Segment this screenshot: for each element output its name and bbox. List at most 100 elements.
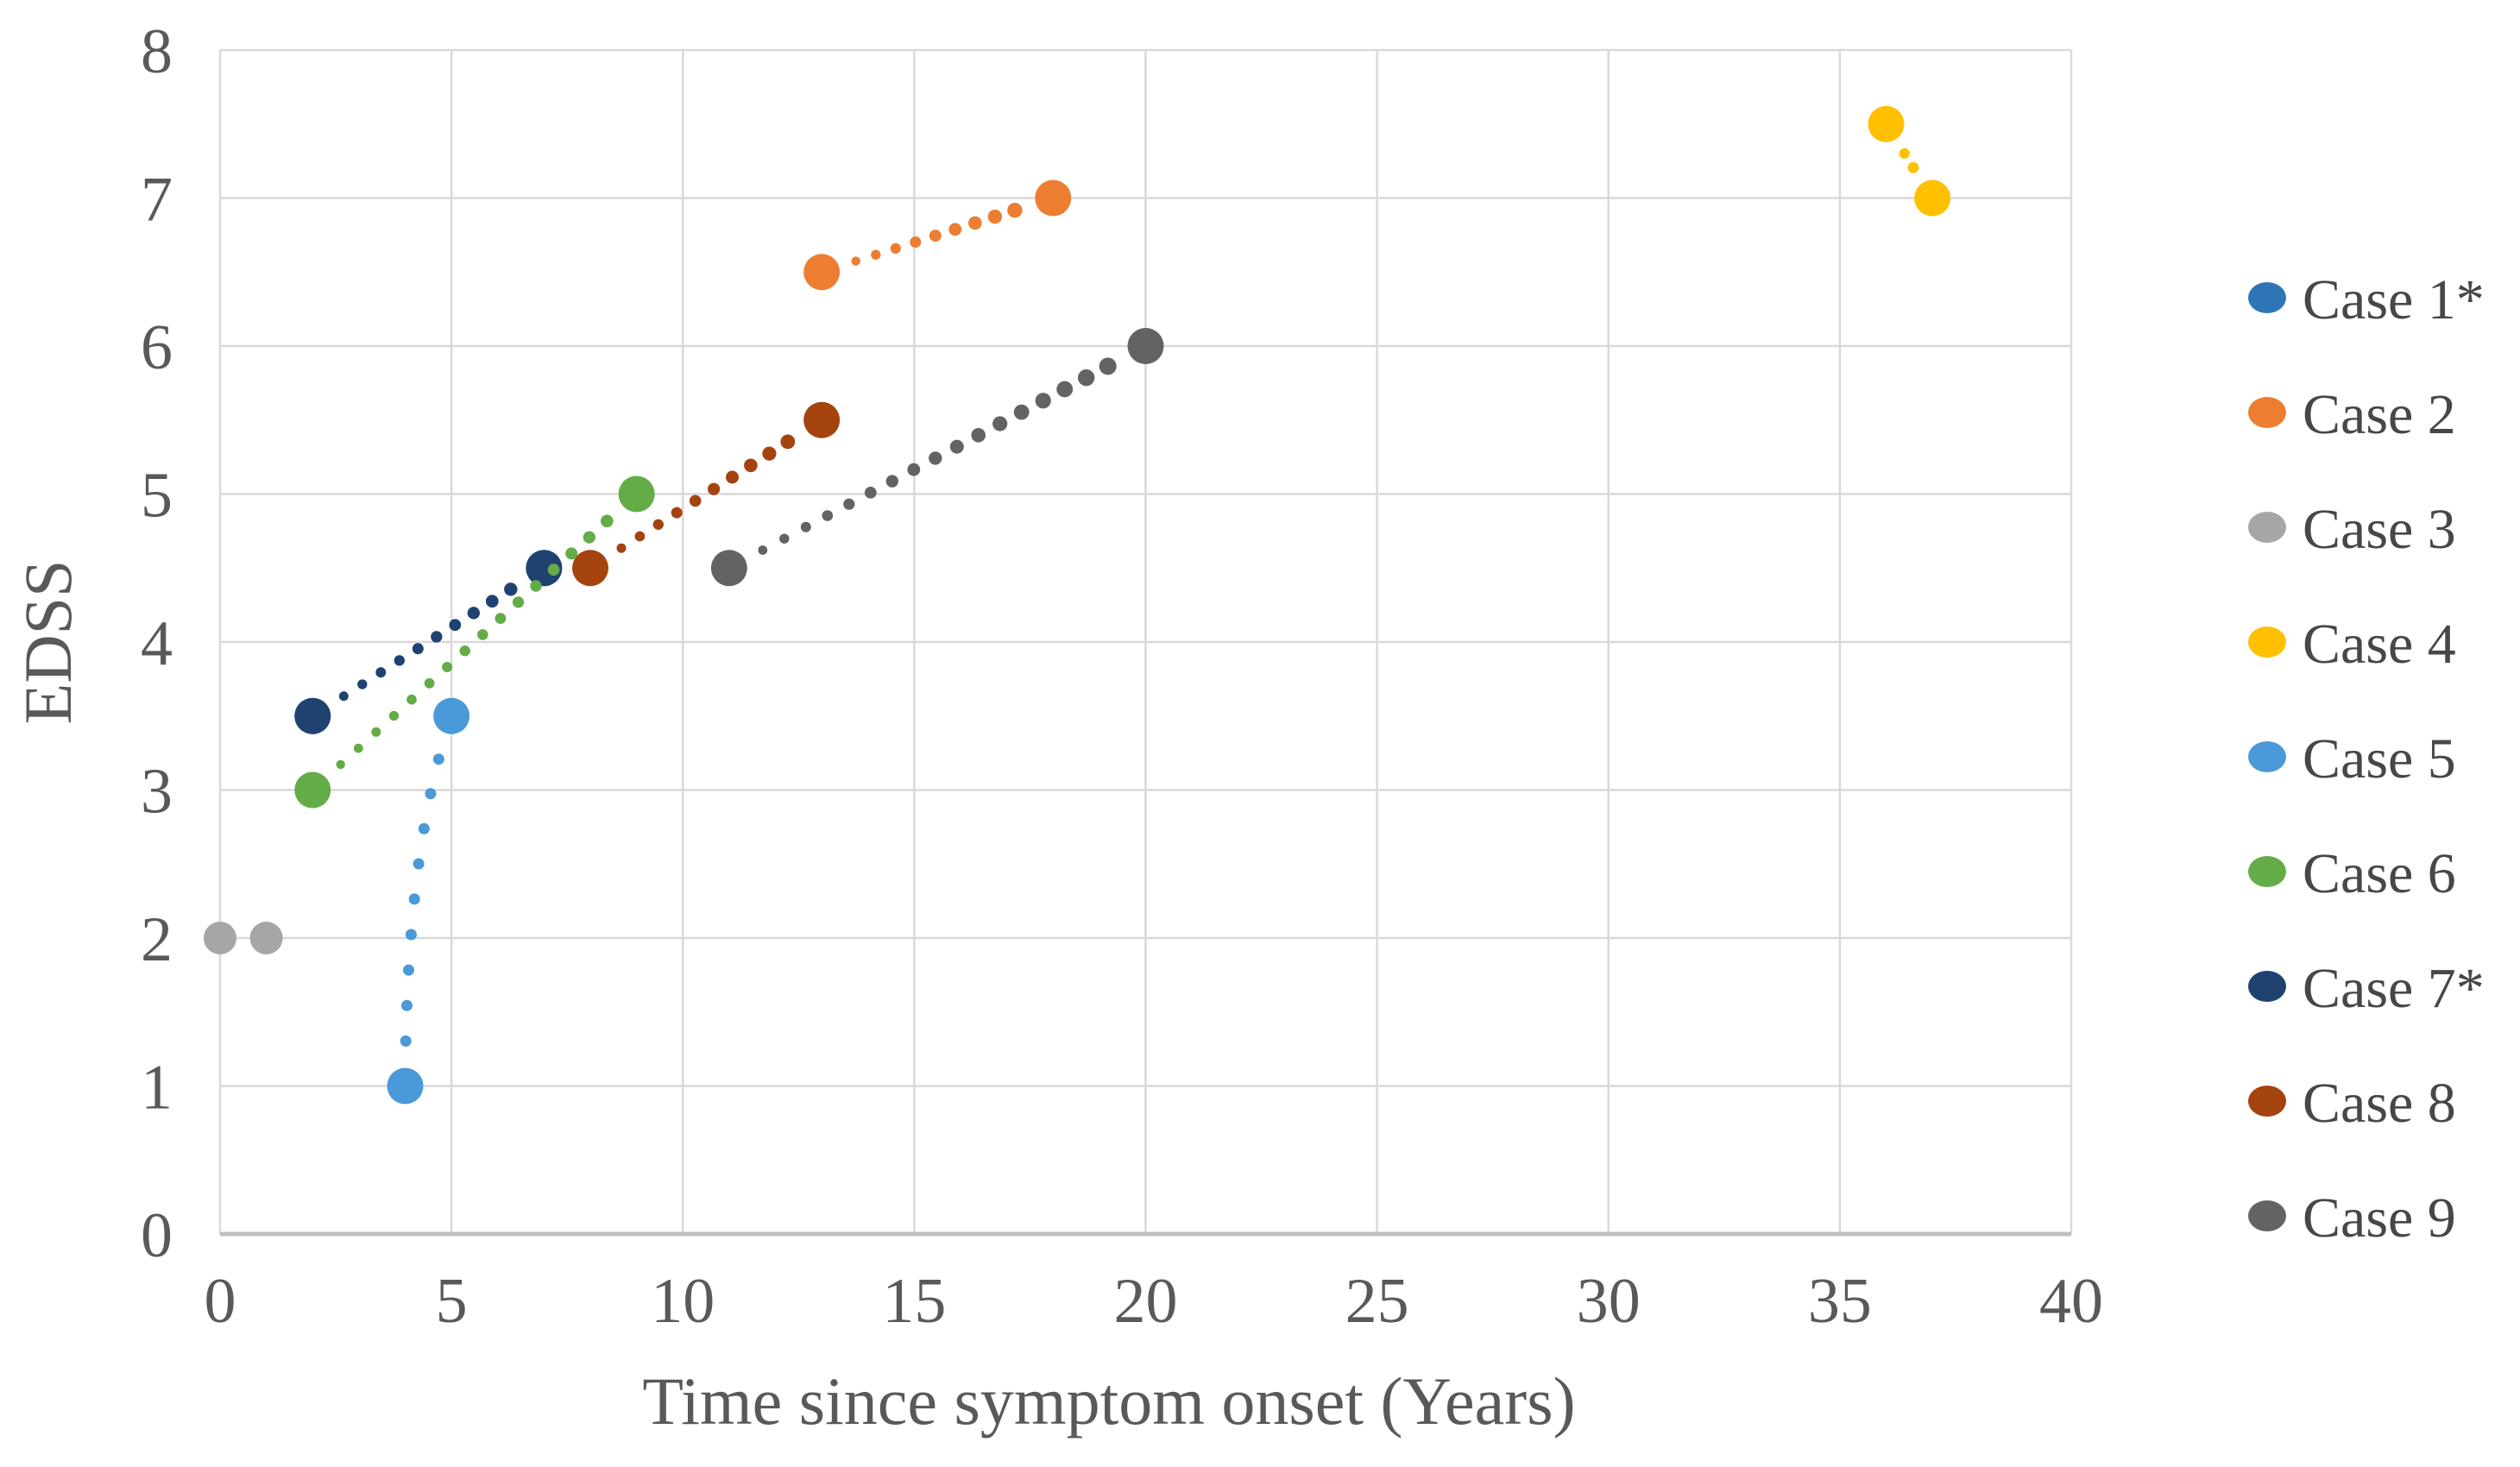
line-dot (405, 929, 417, 941)
data-series (204, 105, 1951, 1105)
line-dot (1899, 148, 1910, 159)
line-dot (459, 645, 470, 657)
legend-item-case-5: Case 5 (2248, 727, 2456, 790)
y-tick-label-5: 5 (141, 461, 173, 532)
line-dot (822, 510, 834, 521)
line-dot (400, 1035, 412, 1047)
marker-case-7-0 (294, 697, 331, 734)
line-dot (424, 677, 435, 689)
y-tick-label-4: 4 (141, 608, 173, 679)
line-dot (871, 249, 881, 260)
y-tick-label-8: 8 (141, 16, 173, 87)
series-case-7 (294, 550, 563, 734)
y-tick-label-7: 7 (141, 165, 173, 236)
line-dot (779, 533, 790, 544)
line-dot (477, 629, 488, 640)
legend-label-case-8: Case 8 (2303, 1072, 2456, 1135)
legend-label-case-5: Case 5 (2303, 727, 2456, 790)
series-case-2 (803, 179, 1072, 291)
x-tick-label-35: 35 (1808, 1266, 1872, 1337)
legend-marker-case-9-icon (2248, 1200, 2286, 1231)
x-tick-label-5: 5 (436, 1266, 468, 1337)
line-dot (565, 547, 578, 560)
series-case-8 (572, 401, 841, 587)
line-dot (431, 631, 443, 643)
x-tick-label-30: 30 (1577, 1266, 1641, 1337)
legend-item-case-6: Case 6 (2248, 842, 2456, 905)
marker-case-7-1 (526, 550, 563, 587)
line-dot (800, 521, 811, 532)
legend-label-case-2: Case 2 (2303, 383, 2456, 446)
line-dot (987, 209, 1003, 224)
x-tick-label-10: 10 (651, 1266, 715, 1337)
marker-case-3-1 (249, 922, 283, 954)
series-case-6 (294, 475, 655, 809)
y-tick-label-0: 0 (141, 1200, 173, 1271)
series-case-5 (387, 697, 470, 1105)
line-dot (616, 543, 627, 553)
axis-labels: 0 5 10 15 20 25 30 35 40 0 1 2 3 4 5 6 7 8 (141, 16, 2103, 1337)
legend-label-case-4: Case 4 (2303, 613, 2456, 676)
line-dot (353, 743, 363, 753)
line-dot (1007, 203, 1023, 218)
line-dot (403, 964, 414, 976)
legend-item-case-4: Case 4 (2248, 613, 2456, 676)
x-tick-label-25: 25 (1345, 1266, 1409, 1337)
line-dot (907, 463, 921, 476)
line-dot (1035, 393, 1051, 409)
line-dot (1013, 404, 1030, 420)
line-dot (708, 482, 721, 495)
line-dot (780, 434, 796, 450)
line-dot (418, 822, 430, 834)
line-dot (634, 531, 646, 542)
line-dot (375, 667, 387, 678)
gridlines (218, 48, 2073, 1237)
line-dot (968, 216, 982, 230)
line-dot (486, 595, 499, 608)
line-dot (467, 607, 480, 620)
series-case-3 (204, 922, 283, 954)
line-dot (1907, 161, 1919, 173)
legend-label-case-7: Case 7* (2303, 957, 2485, 1020)
line-dot (890, 242, 901, 254)
line-dot (413, 858, 425, 870)
y-axis-title: EDSS (10, 560, 85, 725)
line-dot (408, 893, 420, 905)
line-dot (394, 655, 405, 666)
line-dot (401, 999, 413, 1011)
legend-marker-case-4-icon (2248, 626, 2286, 658)
legend: Case 1* Case 2 Case 3 Case 4 Case 5 Case 6 Cas… (2248, 268, 2485, 1250)
line-dot (948, 223, 962, 236)
line-dot (762, 446, 777, 461)
line-dot (449, 619, 462, 631)
legend-marker-case-8-icon (2248, 1086, 2286, 1117)
line-dot (530, 580, 542, 592)
line-dot (338, 691, 349, 702)
line-dot (929, 230, 942, 242)
line-dot (388, 710, 399, 721)
line-dot (583, 531, 595, 544)
line-dot (929, 451, 942, 465)
line-dot (992, 416, 1008, 431)
line-dot (851, 256, 860, 266)
line-dot (432, 753, 444, 765)
legend-marker-case-3-icon (2248, 512, 2286, 543)
legend-marker-case-2-icon (2248, 397, 2286, 428)
legend-item-case-8: Case 8 (2248, 1072, 2456, 1135)
marker-case-4-1 (1914, 179, 1951, 217)
line-dot (371, 727, 381, 737)
line-dot (357, 679, 368, 689)
x-tick-label-15: 15 (882, 1266, 946, 1337)
line-dot (425, 788, 437, 800)
marker-case-2-0 (803, 254, 841, 291)
y-tick-label-3: 3 (141, 757, 173, 828)
line-dot (1078, 369, 1095, 387)
marker-case-9-0 (710, 550, 747, 587)
legend-marker-case-6-icon (2248, 856, 2286, 887)
legend-label-case-9: Case 9 (2303, 1187, 2456, 1250)
legend-marker-case-7-icon (2248, 971, 2286, 1002)
line-dot (885, 475, 899, 488)
line-dot (512, 596, 525, 608)
